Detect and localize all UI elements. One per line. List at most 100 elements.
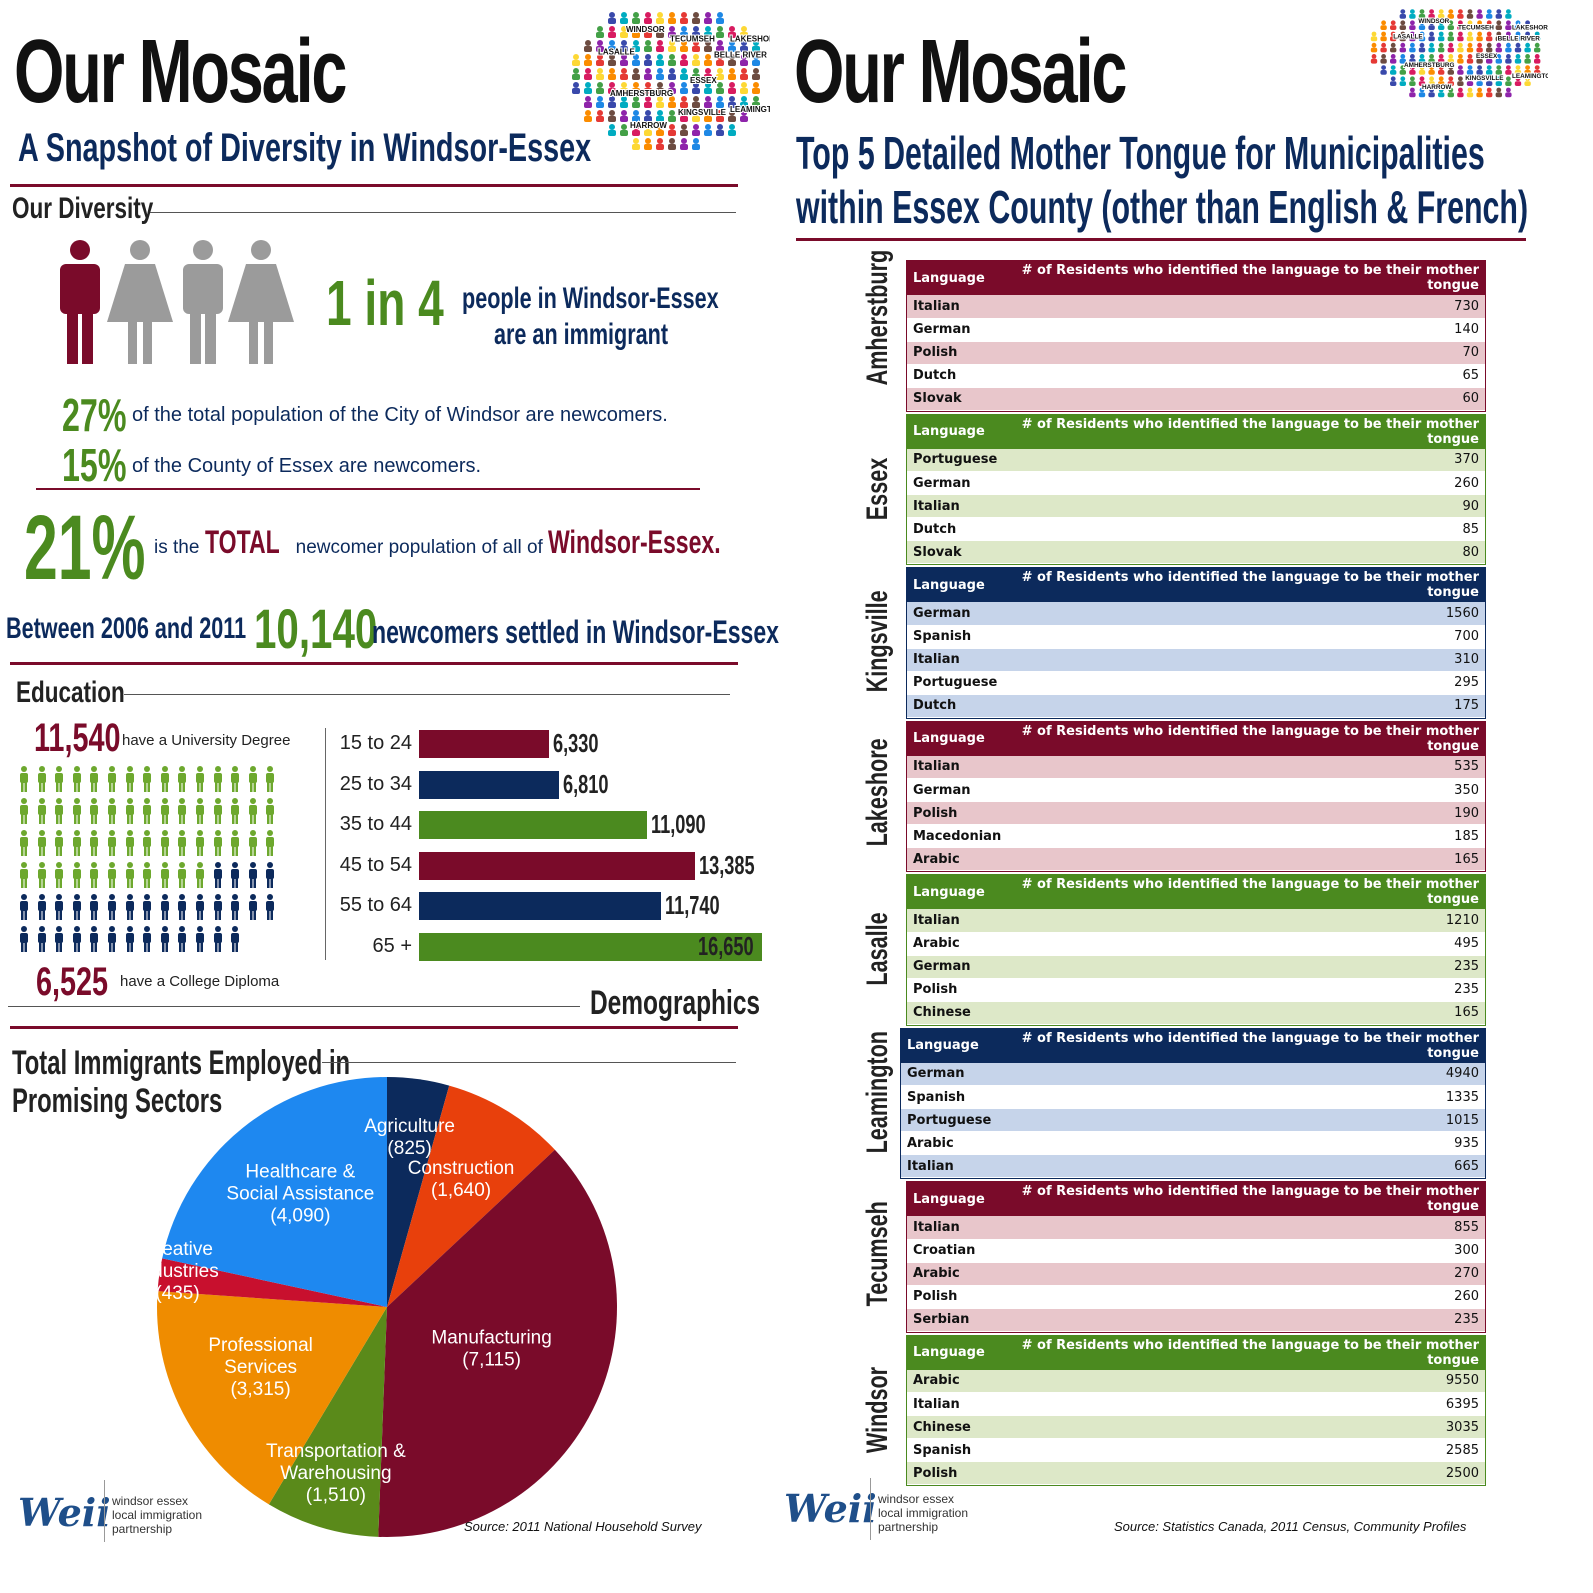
cloud-person-body [1399, 70, 1406, 75]
residents-cell: 65 [990, 364, 1485, 388]
residents-cell: 350 [1007, 778, 1485, 802]
divider [796, 238, 1526, 241]
cloud-person-head [1506, 9, 1511, 14]
cloud-person-head [729, 124, 735, 130]
language-cell: German [907, 778, 1008, 802]
university-person-icon [178, 798, 187, 824]
cloud-person-body [1370, 58, 1378, 64]
cloud-person-body [1466, 70, 1474, 75]
cloud-person-body [1486, 25, 1493, 30]
cloud-person-body [692, 18, 700, 24]
cloud-person-head [1525, 76, 1530, 82]
age-bar-value: 6,330 [553, 728, 599, 758]
cloud-person-head [1438, 42, 1444, 48]
cloud-person-head [1496, 65, 1502, 70]
cloud-person-body [1457, 58, 1464, 64]
cloud-person-body [668, 32, 676, 38]
cloud-person-head [609, 40, 615, 46]
cloud-person-body [596, 116, 604, 122]
cloud-person-body [1495, 36, 1502, 42]
residents-cell: 9550 [990, 1369, 1485, 1393]
pie-slice-label: Manufacturing (7,115) [431, 1328, 551, 1371]
university-person-icon [125, 798, 134, 824]
cloud-person-body [680, 144, 688, 150]
cloud-person-head [1486, 65, 1492, 70]
cloud-person-body [620, 88, 628, 94]
cloud-person-body [668, 46, 676, 52]
language-cell: Dutch [907, 517, 1004, 541]
mother-tongue-table: Language # of Residents who identified th… [906, 413, 1486, 565]
cloud-person-body [704, 46, 712, 52]
cloud-person-body [728, 60, 736, 66]
residents-cell: 235 [990, 978, 1485, 1002]
cloud-person-head [1515, 20, 1521, 26]
cloud-person-body [596, 60, 604, 66]
table-row: Italian 310 [907, 648, 1485, 672]
cloud-word: KINGSVILLE [678, 108, 727, 117]
cloud-person-head [1371, 31, 1377, 37]
table-row: Dutch 85 [907, 517, 1485, 541]
cloud-person-head [1448, 87, 1454, 93]
university-person-icon [90, 830, 99, 856]
cloud-person-head [717, 110, 723, 116]
college-person-icon [231, 894, 240, 920]
cloud-person-body [1466, 14, 1474, 19]
cloud-word: HARROW [1422, 84, 1452, 91]
col-residents: # of Residents who identified the langua… [1021, 263, 1479, 293]
university-person-icon [20, 830, 28, 856]
cloud-person-head [729, 54, 735, 60]
cloud-person-body [632, 46, 640, 52]
cloud-person-body [740, 102, 748, 108]
cloud-person-body [1418, 47, 1426, 53]
cloud-person-body [1524, 58, 1531, 64]
cloud-person-body [584, 116, 592, 122]
table-row: Italian 730 [907, 295, 1485, 319]
cloud-word: LAKESHORE [730, 35, 770, 44]
cloud-person-head [1448, 65, 1454, 70]
cloud-person-body [1495, 92, 1502, 98]
heading-rule [150, 212, 736, 213]
cloud-person-body [1399, 47, 1406, 53]
cloud-person-body [1495, 70, 1502, 75]
table-row: German 4940 [901, 1062, 1485, 1086]
cloud-person-body [1428, 36, 1435, 42]
pie-slice-label: Construction (1,640) [408, 1158, 515, 1201]
cloud-person-head [1448, 9, 1454, 14]
cloud-person-head [645, 82, 651, 88]
cloud-person-head [1458, 31, 1463, 37]
cloud-person-head [585, 96, 591, 102]
cloud-person-body [1505, 47, 1512, 53]
cloud-person-head [1429, 54, 1434, 59]
cloud-person-body [1534, 36, 1541, 42]
age-category-label: 45 to 54 [339, 853, 412, 876]
university-person-icon [178, 862, 187, 888]
cloud-person-head [633, 12, 639, 18]
cloud-person-head [669, 54, 675, 60]
age-bar [419, 770, 560, 799]
cloud-person-head [1525, 31, 1530, 37]
cloud-person-head [1381, 20, 1386, 26]
college-person-icon [125, 894, 134, 920]
cloud-person-head [633, 138, 639, 144]
cloud-person-body [656, 116, 664, 122]
cloud-person-head [669, 26, 675, 32]
table-row: Polish 260 [907, 1285, 1485, 1309]
cloud-person-head [1429, 42, 1434, 48]
cloud-person-head [621, 82, 627, 88]
cloud-person-head [633, 110, 639, 116]
cloud-person-body [1476, 47, 1483, 53]
left-word-cloud: WINDSOR TECUMSEH LASALLE LAKESHORE BELLE RIV… [572, 12, 770, 150]
cloud-person-head [1467, 76, 1473, 82]
col-language: Language [913, 577, 985, 593]
language-cell: Slovak [907, 387, 991, 411]
cloud-person-head [1477, 20, 1482, 26]
county-pct: 15% [62, 439, 127, 491]
cloud-person-head [693, 124, 699, 130]
municipality-label: Windsor [861, 1366, 894, 1453]
language-cell: Macedonian [907, 824, 1008, 848]
residents-cell: 90 [1003, 494, 1485, 518]
total-text-total: TOTAL [204, 524, 280, 560]
col-residents: # of Residents who identified the langua… [1021, 416, 1479, 447]
cloud-person-head [1429, 65, 1434, 70]
language-cell: Italian [907, 494, 1004, 518]
